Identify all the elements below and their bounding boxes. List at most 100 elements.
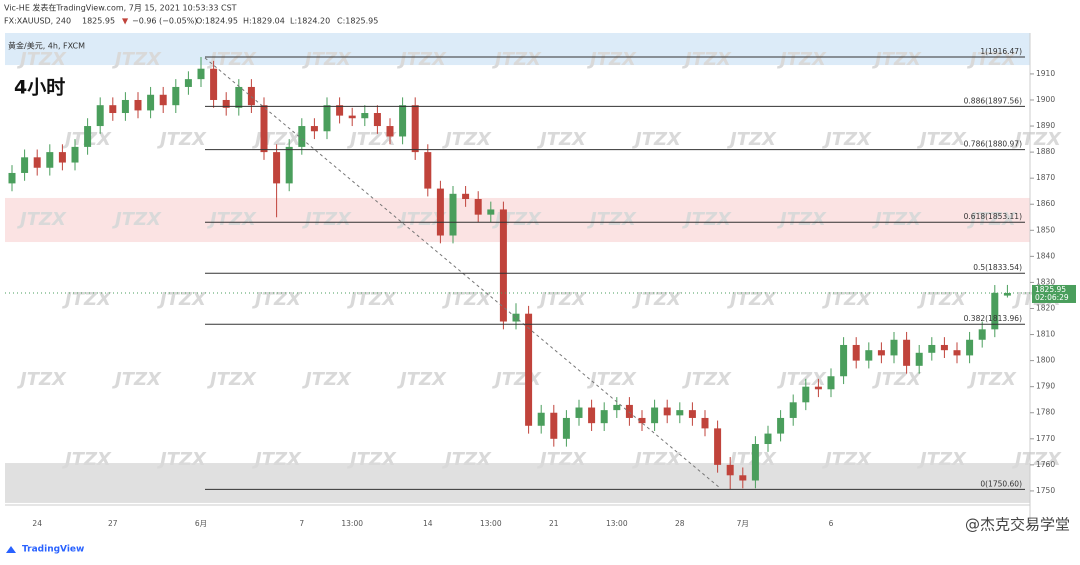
candle-body xyxy=(71,146,79,163)
candle-body xyxy=(134,99,142,111)
watermark: JTZX xyxy=(252,289,302,310)
change: −0.96 (−0.05%) xyxy=(132,17,197,26)
watermark: JTZX xyxy=(62,289,112,310)
fib-label: 1(1916.47) xyxy=(980,47,1022,56)
candle-body xyxy=(487,209,495,215)
watermark: JTZX xyxy=(397,209,447,230)
fib-label: 0.5(1833.54) xyxy=(973,263,1022,272)
watermark: JTZX xyxy=(917,129,967,150)
candle-body xyxy=(424,152,432,189)
x-tick-label: 28 xyxy=(675,519,685,528)
x-tick-label: 21 xyxy=(549,519,559,528)
ohlc-close: C:1825.95 xyxy=(337,17,378,26)
y-tick-label: 1780 xyxy=(1036,408,1055,417)
candle-body xyxy=(651,407,659,424)
candle-body xyxy=(663,407,671,416)
candle-body xyxy=(1003,292,1011,296)
watermark: JTZX xyxy=(872,369,922,390)
candle-body xyxy=(96,105,104,127)
last-price-tag xyxy=(1032,284,1076,303)
x-tick-label: 13:00 xyxy=(341,519,363,528)
change-arrow: ▼ xyxy=(122,17,129,26)
candle-body xyxy=(298,126,306,147)
x-tick-label: 7 xyxy=(299,519,304,528)
candle-body xyxy=(499,209,507,322)
watermark: JTZX xyxy=(112,49,162,70)
watermark: JTZX xyxy=(302,209,352,230)
candle-body xyxy=(84,126,92,147)
publisher: Vic-HE 发表在TradingView.com, 7月 15, 2021 1… xyxy=(4,3,237,13)
watermark: JTZX xyxy=(872,209,922,230)
watermark: JTZX xyxy=(872,49,922,70)
watermark: JTZX xyxy=(967,49,1017,70)
candle-body xyxy=(210,68,218,100)
watermark: JTZX xyxy=(492,49,542,70)
watermark: JTZX xyxy=(537,129,587,150)
candle-body xyxy=(550,412,558,439)
candle-body xyxy=(310,126,318,132)
candle-body xyxy=(940,344,948,351)
candle-body xyxy=(109,105,117,114)
candle-body xyxy=(726,464,734,476)
y-tick-label: 1840 xyxy=(1036,251,1055,260)
watermark: JTZX xyxy=(347,449,397,470)
fib-label: 0.886(1897.56) xyxy=(964,96,1022,105)
zone xyxy=(5,463,1030,503)
y-tick-label: 1890 xyxy=(1036,121,1055,130)
candle-body xyxy=(575,407,583,418)
candle-body xyxy=(827,376,835,390)
ohlc-low: L:1824.20 xyxy=(290,17,330,26)
y-tick-label: 1820 xyxy=(1036,303,1055,312)
candle-body xyxy=(21,157,29,173)
instrument: 黄金/美元, 4h, FXCM xyxy=(8,41,85,51)
candle-body xyxy=(386,126,394,137)
candle-body xyxy=(562,417,570,439)
candle-body xyxy=(235,86,243,108)
watermark: JTZX xyxy=(62,449,112,470)
watermark: JTZX xyxy=(347,289,397,310)
y-tick-label: 1770 xyxy=(1036,434,1055,443)
candle-body xyxy=(840,344,848,377)
watermark: JTZX xyxy=(587,209,637,230)
trend-line xyxy=(204,57,721,489)
watermark: JTZX xyxy=(632,449,682,470)
credit: @杰克交易学堂 xyxy=(965,516,1070,534)
watermark: JTZX xyxy=(17,369,67,390)
y-tick-label: 1860 xyxy=(1036,199,1055,208)
y-tick-label: 1900 xyxy=(1036,95,1055,104)
candle-body xyxy=(701,417,709,429)
watermark: JTZX xyxy=(302,49,352,70)
y-tick-label: 1760 xyxy=(1036,460,1055,469)
candle-body xyxy=(222,99,230,108)
watermark: JTZX xyxy=(207,209,257,230)
y-tick-label: 1910 xyxy=(1036,69,1055,78)
watermark: JTZX xyxy=(157,129,207,150)
candle-body xyxy=(751,444,759,481)
x-tick-label: 13:00 xyxy=(480,519,502,528)
watermark: JTZX xyxy=(822,289,872,310)
watermark: JTZX xyxy=(157,449,207,470)
candle-body xyxy=(764,433,772,445)
watermark: JTZX xyxy=(347,129,397,150)
candle-body xyxy=(625,404,633,418)
watermark: JTZX xyxy=(727,289,777,310)
candle-body xyxy=(978,329,986,340)
watermark: JTZX xyxy=(442,289,492,310)
candle-body xyxy=(525,313,533,426)
watermark: JTZX xyxy=(727,129,777,150)
y-tick-label: 1870 xyxy=(1036,173,1055,182)
watermark: JTZX xyxy=(252,449,302,470)
x-tick-label: 7月 xyxy=(737,519,749,528)
watermark: JTZX xyxy=(632,129,682,150)
x-tick-label: 6月 xyxy=(195,519,207,528)
watermark: JTZX xyxy=(442,129,492,150)
watermark: JTZX xyxy=(917,289,967,310)
watermark: JTZX xyxy=(777,369,827,390)
watermark: JTZX xyxy=(492,369,542,390)
watermark: JTZX xyxy=(682,49,732,70)
watermark: JTZX xyxy=(682,209,732,230)
y-tick-label: 1750 xyxy=(1036,486,1055,495)
fib-label: 0(1750.60) xyxy=(980,479,1022,488)
candle-body xyxy=(184,79,192,87)
